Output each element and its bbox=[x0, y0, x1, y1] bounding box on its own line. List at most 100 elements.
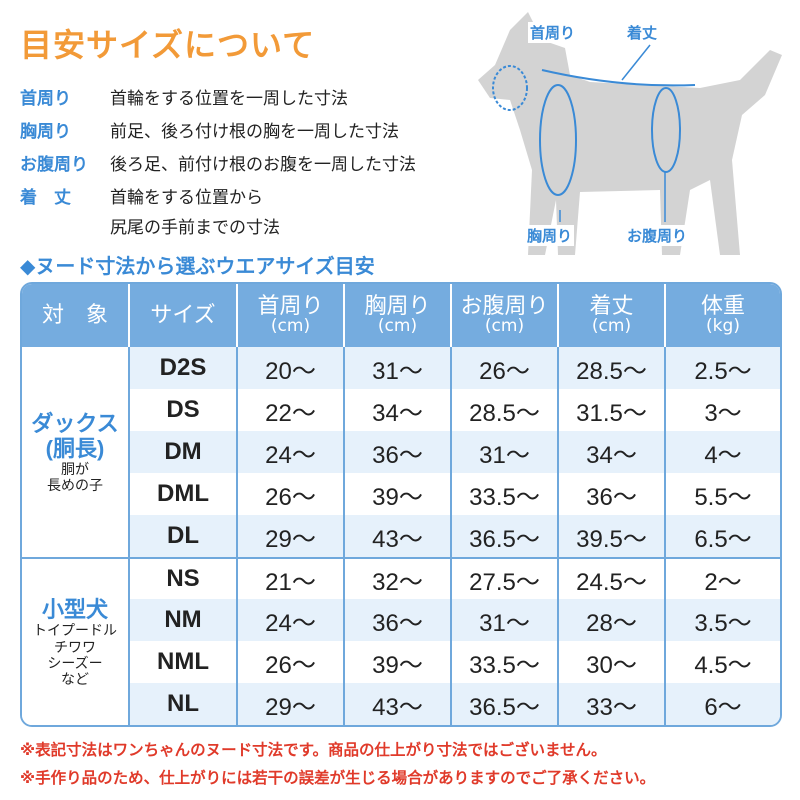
header-label: 対 象 bbox=[41, 302, 108, 328]
value-cell: 24.5〜 bbox=[559, 557, 666, 599]
definition-belly: お腹周り 後ろ足、前付け根のお腹を一周した寸法 bbox=[20, 146, 416, 179]
size-table: 対 象サイズ 首周り (cm) 胸周り (cm) お腹周り (cm) 着丈 (cm) 体重 (kg)… bbox=[20, 282, 782, 727]
group-desc: 長めの子 bbox=[47, 477, 103, 494]
value-cell: 6〜 bbox=[666, 683, 780, 725]
group-label: 小型犬 トイプードル チワワ シーズー など bbox=[22, 557, 130, 725]
column-header: 首周り (cm) bbox=[238, 284, 345, 347]
dog-silhouette-icon bbox=[478, 12, 782, 255]
value-cell: 43〜 bbox=[345, 515, 452, 557]
value-cell: 22〜 bbox=[238, 389, 345, 431]
value-cell: 43〜 bbox=[345, 683, 452, 725]
column-header: 対 象 bbox=[22, 284, 130, 347]
value-cell: 33.5〜 bbox=[452, 473, 559, 515]
definition-key: 胸周り bbox=[20, 122, 71, 142]
value-cell: 30〜 bbox=[559, 641, 666, 683]
value-cell: 26〜 bbox=[238, 473, 345, 515]
value-cell: 3〜 bbox=[704, 399, 742, 427]
value-cell: 6.5〜 bbox=[666, 515, 780, 557]
definition-key: お腹周り bbox=[20, 155, 88, 175]
value-cell: 27.5〜 bbox=[452, 557, 559, 599]
definition-neck: 首周り 首輪をする位置を一周した寸法 bbox=[20, 80, 416, 113]
table-row: DL 29〜 43〜 36.5〜 39.5〜 6.5〜 bbox=[22, 515, 780, 557]
value-cell: 39.5〜 bbox=[559, 515, 666, 557]
group-desc: など bbox=[61, 670, 89, 687]
value-cell: 29〜 bbox=[238, 683, 345, 725]
dog-diagram: 首周り 着丈 胸周り お腹周り bbox=[470, 0, 800, 260]
value-cell: 36.5〜 bbox=[452, 515, 559, 557]
group-label: ダックス (胴長) 胴が 長めの子 bbox=[22, 347, 130, 557]
size-cell: DS bbox=[130, 389, 238, 431]
definition-length: 着 丈 首輪をする位置から bbox=[20, 179, 416, 212]
value-cell: 39〜 bbox=[345, 473, 452, 515]
table-row: NML 26〜 39〜 33.5〜 30〜 4.5〜 bbox=[22, 641, 780, 683]
page-title: 目安サイズについて bbox=[20, 26, 316, 64]
header-label: お腹周り bbox=[460, 294, 549, 320]
group-desc: トイプードル bbox=[33, 622, 117, 639]
size-cell: NS bbox=[130, 557, 238, 599]
header-label: サイズ bbox=[150, 302, 216, 328]
value-cell: 33.5〜 bbox=[452, 641, 559, 683]
value-cell: 26〜 bbox=[452, 347, 559, 389]
table-row: DS 22〜 34〜 28.5〜 31.5〜 3〜 bbox=[22, 389, 780, 431]
value-cell: 29〜 bbox=[238, 515, 345, 557]
size-cell: NL bbox=[130, 683, 238, 725]
value-cell: 34〜 bbox=[559, 431, 666, 473]
value-cell: 28〜 bbox=[559, 599, 666, 641]
value-cell: 26〜 bbox=[238, 641, 345, 683]
value-cell: 21〜 bbox=[238, 557, 345, 599]
header-unit: (cm) bbox=[484, 316, 525, 337]
size-cell: D2S bbox=[130, 347, 238, 389]
value-cell: 2.5〜 bbox=[666, 347, 780, 389]
value-cell: 31〜 bbox=[452, 431, 559, 473]
value-cell: 28.5〜 bbox=[559, 347, 666, 389]
header-unit: (cm) bbox=[377, 316, 418, 337]
definition-length-cont: 尻尾の手前までの寸法 bbox=[20, 212, 416, 238]
value-cell: 31〜 bbox=[452, 599, 559, 641]
table-row: 小型犬 トイプードル チワワ シーズー など NS 21〜 32〜 27.5〜 24.5〜 2〜 bbox=[22, 557, 780, 725]
definition-value: 首輪をする位置から bbox=[110, 188, 263, 208]
value-cell: 36〜 bbox=[345, 599, 452, 641]
value-cell: 39〜 bbox=[345, 641, 452, 683]
column-header: 着丈 (cm) bbox=[559, 284, 666, 347]
value-cell: 32〜 bbox=[345, 557, 452, 599]
table-row: DM 24〜 36〜 31〜 34〜 4〜 bbox=[22, 431, 780, 473]
value-cell: 36〜 bbox=[345, 431, 452, 473]
definitions: 首周り 首輪をする位置を一周した寸法 胸周り 前足、後ろ付け根の胸を一周した寸法 お… bbox=[20, 80, 416, 238]
size-cell: NML bbox=[130, 641, 238, 683]
value-cell: 3.5〜 bbox=[666, 599, 780, 641]
group-desc: 胴が bbox=[61, 461, 89, 478]
section-subtitle: ◆ヌード寸法から選ぶウエアサイズ目安 bbox=[20, 254, 375, 278]
value-cell: 36〜 bbox=[559, 473, 666, 515]
value-cell: 4〜 bbox=[666, 431, 780, 473]
header-label: 着丈 bbox=[589, 294, 634, 320]
label-length: 着丈 bbox=[625, 22, 660, 43]
size-cell: DML bbox=[130, 473, 238, 515]
table-row: DML 26〜 39〜 33.5〜 36〜 5.5〜 bbox=[22, 473, 780, 515]
group-name: ダックス bbox=[31, 410, 119, 436]
table-row: NM 24〜 36〜 31〜 28〜 3.5〜 bbox=[22, 599, 780, 641]
value-cell: 20〜 bbox=[238, 347, 345, 389]
definition-key: 首周り bbox=[20, 89, 71, 109]
group-name-sub: (胴長) bbox=[45, 435, 105, 461]
value-cell: 24〜 bbox=[238, 431, 345, 473]
header-label: 胸周り bbox=[364, 294, 431, 320]
value-cell: 31〜 bbox=[345, 347, 452, 389]
note-1: ※表記寸法はワンちゃんのヌード寸法です。商品の仕上がり寸法ではございません。 bbox=[20, 741, 607, 759]
definition-value: 首輪をする位置を一周した寸法 bbox=[110, 89, 348, 109]
size-cell: DL bbox=[130, 515, 238, 557]
header-label: 首周り bbox=[257, 294, 324, 320]
table-row: NL 29〜 43〜 36.5〜 33〜 6〜 bbox=[22, 683, 780, 725]
value-cell: 34〜 bbox=[345, 389, 452, 431]
value-cell: 33〜 bbox=[559, 683, 666, 725]
size-cell: NM bbox=[130, 599, 238, 641]
group-desc: チワワ bbox=[54, 638, 96, 655]
header-unit: (kg) bbox=[706, 316, 740, 337]
value-cell: 31.5〜 bbox=[559, 389, 666, 431]
value-cell: 2〜 bbox=[666, 557, 780, 599]
header-unit: (cm) bbox=[591, 316, 632, 337]
header-label: 体重 bbox=[700, 294, 745, 320]
column-header: 胸周り (cm) bbox=[345, 284, 452, 347]
value-cell: 24〜 bbox=[238, 599, 345, 641]
label-belly: お腹周り bbox=[625, 225, 690, 246]
table-row: ダックス (胴長) 胴が 長めの子 D2S 20〜 31〜 26〜 28.5〜 2.5〜 bbox=[22, 347, 780, 557]
